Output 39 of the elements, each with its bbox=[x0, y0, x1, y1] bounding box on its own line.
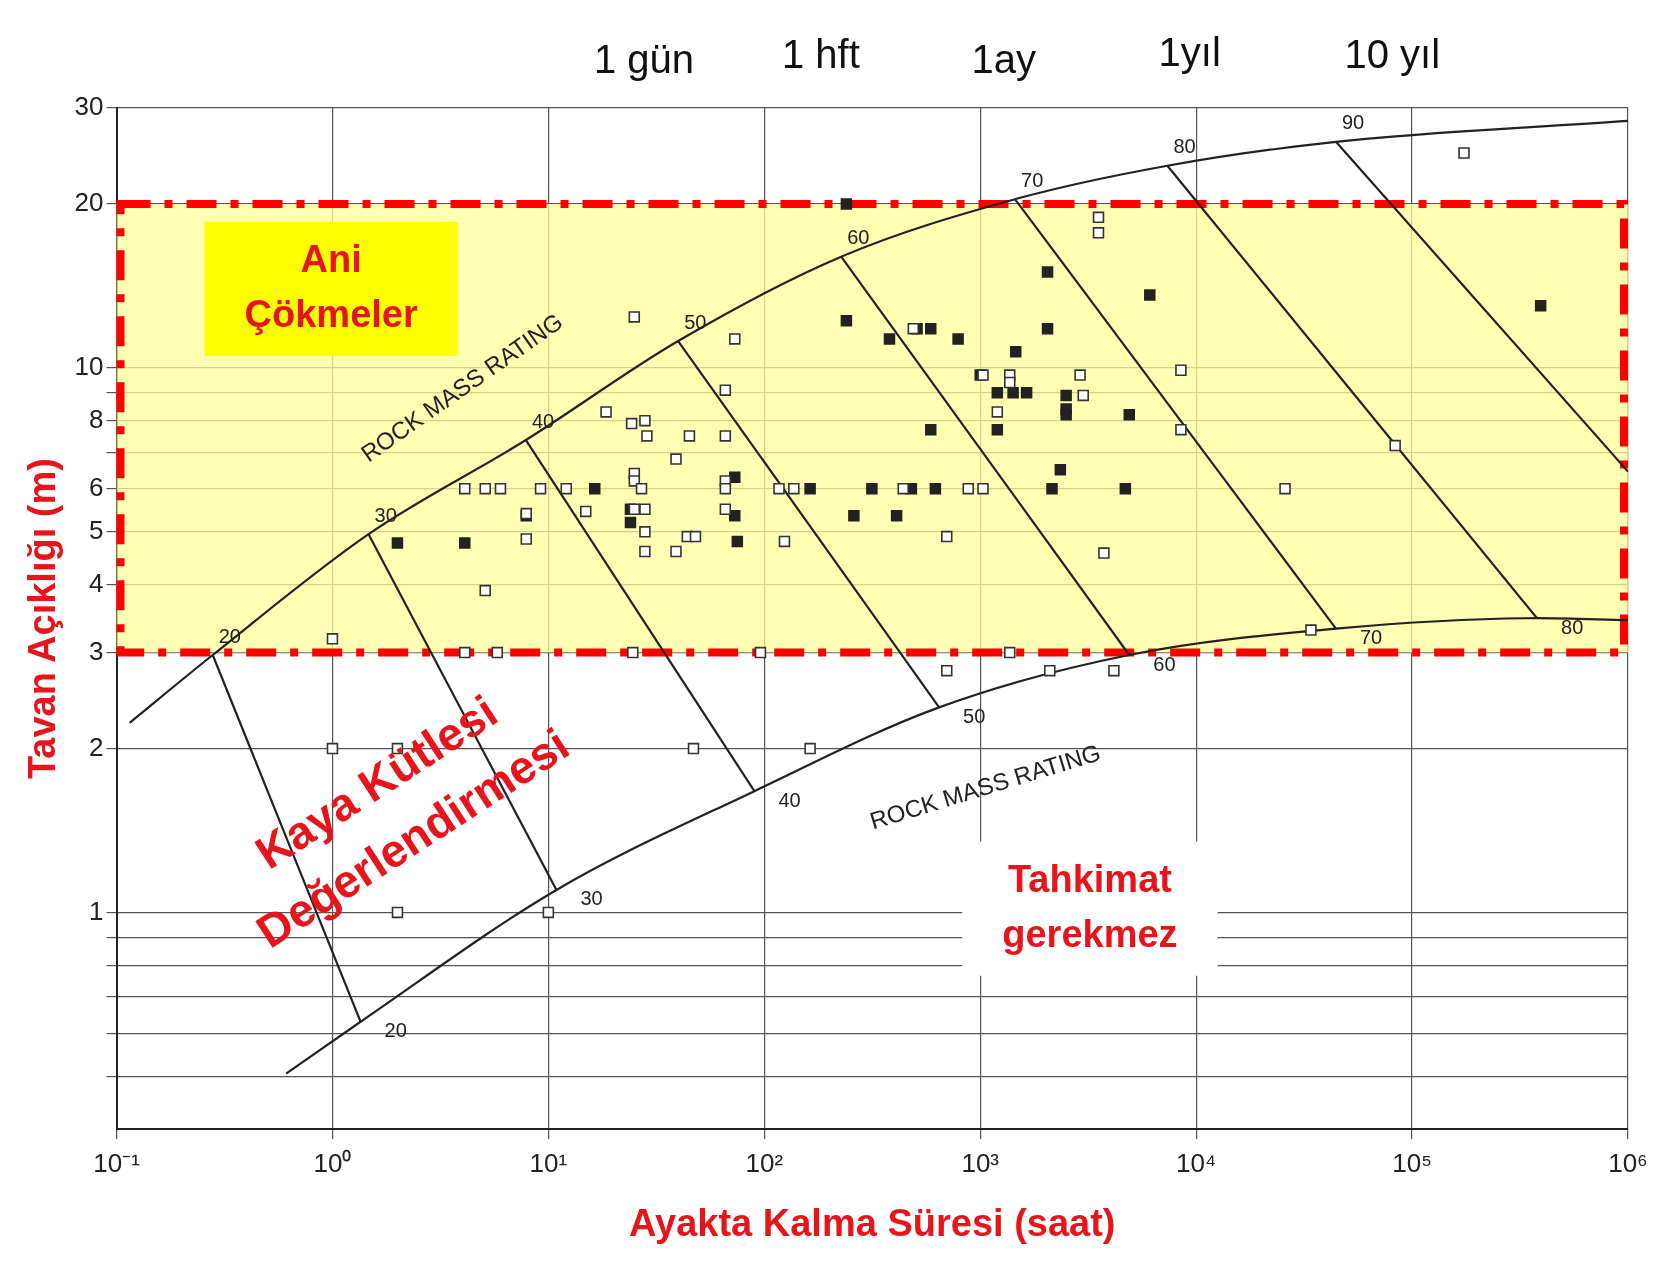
annotation: Ani Çökmeler bbox=[244, 237, 418, 335]
text: 1 hft bbox=[781, 31, 860, 76]
text: 10 yıl bbox=[1344, 31, 1441, 76]
y-tick-label: 5 bbox=[89, 514, 104, 545]
x-tick-label: 10⁰ bbox=[313, 1147, 352, 1178]
annotation: 70 bbox=[1021, 168, 1044, 191]
y-tick-label: 10 bbox=[74, 351, 104, 382]
x-tick-label: 10¹ bbox=[529, 1147, 568, 1178]
x-tick-label: 10³ bbox=[961, 1147, 1000, 1178]
annotation: 80 bbox=[1561, 615, 1584, 638]
x-tick-label: 10⁶ bbox=[1608, 1147, 1648, 1178]
y-tick-label: 6 bbox=[89, 471, 104, 502]
y-axis-title: Tavan Açıklığı (m) bbox=[21, 458, 64, 780]
x-axis-title: Ayakta Kalma Süresi (saat) bbox=[629, 1201, 1116, 1244]
annotation: ROCK MASS RATING bbox=[866, 738, 1104, 835]
annotation: 90 bbox=[1341, 111, 1365, 134]
x-tick-label: 10⁻¹ bbox=[93, 1147, 141, 1178]
annotation: 60 bbox=[847, 226, 870, 249]
x-tick-label: 10⁵ bbox=[1392, 1147, 1432, 1178]
y-tick-label: 2 bbox=[89, 731, 104, 762]
annotation: 80 bbox=[1173, 135, 1196, 158]
annotation: 30 bbox=[580, 887, 603, 910]
x-tick-label: 10² bbox=[745, 1147, 784, 1178]
text: 1 gün bbox=[593, 37, 695, 82]
y-tick-label: 4 bbox=[89, 567, 104, 598]
y-tick-label: 1 bbox=[89, 895, 104, 926]
annotation: 40 bbox=[531, 409, 555, 432]
y-tick-label: 8 bbox=[89, 403, 104, 434]
y-tick-label: 20 bbox=[74, 187, 104, 218]
annotation: 70 bbox=[1359, 626, 1383, 649]
y-tick-label: 30 bbox=[74, 91, 104, 122]
x-tick-label: 10⁴ bbox=[1176, 1147, 1217, 1178]
annotation: 40 bbox=[778, 788, 801, 811]
text: 1yıl bbox=[1158, 29, 1221, 74]
annotation: 30 bbox=[374, 503, 397, 526]
annotation: 60 bbox=[1153, 652, 1176, 675]
text: 1ay bbox=[971, 37, 1037, 82]
annotation: Tahkimat gerekmez bbox=[1002, 857, 1178, 955]
y-tick-label: 3 bbox=[89, 635, 104, 666]
